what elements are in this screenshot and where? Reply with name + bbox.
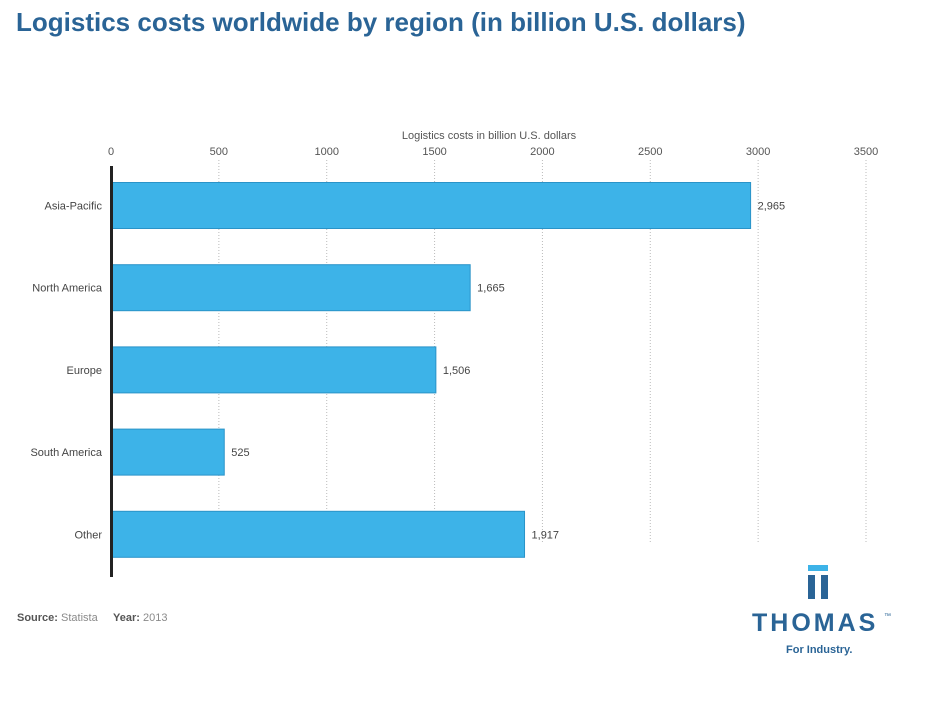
source-note: Source: Statista Year: 2013 <box>17 612 167 624</box>
x-tick-label: 3000 <box>746 146 770 158</box>
thomas-logo: THOMAS ™ For Industry. <box>752 565 892 660</box>
source-label: Source: <box>17 612 58 624</box>
logo-wordmark: THOMAS <box>752 609 879 637</box>
x-tick-labels: 0 500 1000 1500 2000 2500 3000 3500 <box>108 146 878 158</box>
value-label: 1,665 <box>477 283 505 295</box>
category-labels: Asia-Pacific North America Europe South Ame… <box>30 201 102 542</box>
category-label: Europe <box>67 365 102 377</box>
value-label: 1,506 <box>443 365 471 377</box>
bar <box>110 428 225 476</box>
logo-mark-icon <box>808 565 828 599</box>
year-value: 2013 <box>142 612 168 624</box>
logo-trademark: ™ <box>884 613 891 620</box>
category-label: South America <box>30 447 102 459</box>
bar <box>110 264 471 312</box>
bar <box>110 182 752 229</box>
bars <box>110 182 752 558</box>
page-title: Logistics costs worldwide by region (in … <box>16 7 746 37</box>
value-label: 525 <box>231 447 249 459</box>
category-label: North America <box>32 283 103 295</box>
value-labels: 2,965 1,665 1,506 525 1,917 <box>231 201 785 542</box>
category-label: Asia-Pacific <box>45 201 103 213</box>
category-label: Other <box>74 529 102 541</box>
source-value: Statista <box>61 612 98 624</box>
x-tick-label: 1500 <box>422 146 446 158</box>
x-tick-label: 3500 <box>854 146 878 158</box>
x-tick-label: 2500 <box>638 146 662 158</box>
bar <box>110 346 437 394</box>
x-tick-label: 1000 <box>314 146 338 158</box>
x-axis-label: Logistics costs in billion U.S. dollars <box>402 130 577 142</box>
x-tick-label: 500 <box>210 146 228 158</box>
value-label: 2,965 <box>758 201 786 213</box>
x-tick-label: 0 <box>108 146 114 158</box>
x-tick-label: 2000 <box>530 146 554 158</box>
bar <box>110 510 526 558</box>
year-label: Year: <box>113 612 140 624</box>
logo-tagline: For Industry. <box>786 644 853 656</box>
value-label: 1,917 <box>532 529 560 541</box>
